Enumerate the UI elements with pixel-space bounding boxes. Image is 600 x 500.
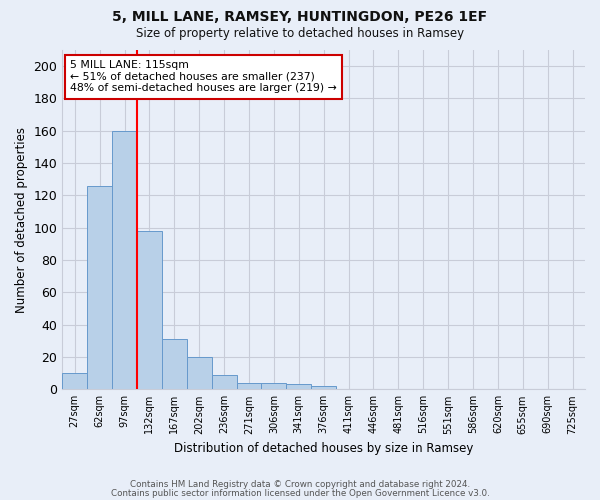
Text: 5 MILL LANE: 115sqm
← 51% of detached houses are smaller (237)
48% of semi-detac: 5 MILL LANE: 115sqm ← 51% of detached ho… [70, 60, 337, 94]
Text: Contains HM Land Registry data © Crown copyright and database right 2024.: Contains HM Land Registry data © Crown c… [130, 480, 470, 489]
Bar [311, 386, 336, 390]
Text: Contains public sector information licensed under the Open Government Licence v3: Contains public sector information licen… [110, 490, 490, 498]
Text: 5, MILL LANE, RAMSEY, HUNTINGDON, PE26 1EF: 5, MILL LANE, RAMSEY, HUNTINGDON, PE26 1… [112, 10, 488, 24]
Y-axis label: Number of detached properties: Number of detached properties [15, 126, 28, 312]
Bar [62, 373, 87, 390]
Bar [286, 384, 311, 390]
Bar [262, 383, 286, 390]
Bar [187, 357, 212, 390]
Bar [87, 186, 112, 390]
Bar [112, 131, 137, 390]
Bar [137, 231, 162, 390]
X-axis label: Distribution of detached houses by size in Ramsey: Distribution of detached houses by size … [174, 442, 473, 455]
Text: Size of property relative to detached houses in Ramsey: Size of property relative to detached ho… [136, 28, 464, 40]
Bar [236, 383, 262, 390]
Bar [212, 375, 236, 390]
Bar [162, 339, 187, 390]
